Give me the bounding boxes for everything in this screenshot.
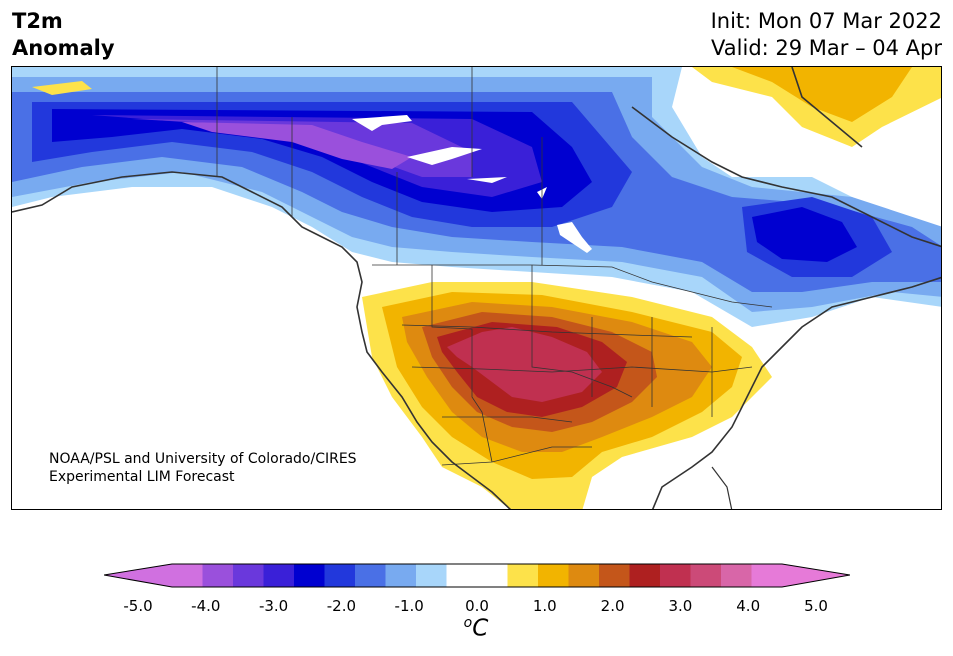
colorbar-outline <box>104 563 850 588</box>
colorbar-ticks: -5.0 -4.0 -3.0 -2.0 -1.0 0.0 1.0 2.0 3.0 4.0 5.0 <box>0 597 953 619</box>
colorbar-cell <box>202 564 234 587</box>
colorbar-cell <box>172 564 203 587</box>
credit-line-1: NOAA/PSL and University of Colorado/CIRE… <box>49 451 357 467</box>
colorbar-cell <box>599 564 630 587</box>
credit-text: NOAA/PSL and University of Colorado/CIRE… <box>49 450 357 486</box>
init-date: Init: Mon 07 Mar 2022 <box>710 9 942 33</box>
colorbar-over-arrow <box>782 564 850 587</box>
colorbar-cell <box>629 564 661 587</box>
colorbar-unit: oC <box>464 615 489 642</box>
map-title: T2m Anomaly <box>12 8 115 62</box>
colorbar-cell <box>538 564 569 587</box>
colorbar-cell <box>263 564 295 587</box>
anomaly-map <box>11 66 942 510</box>
credit-line-2: Experimental LIM Forecast <box>49 469 235 485</box>
colorbar-tick-label: -2.0 <box>326 597 357 615</box>
colorbar-tick-label: 2.0 <box>600 597 625 615</box>
colorbar-cell <box>721 564 752 587</box>
colorbar-cell <box>507 564 539 587</box>
colorbar-cell <box>294 564 325 587</box>
colorbar-cell <box>446 564 478 587</box>
colorbar-cell <box>477 564 508 587</box>
coastlines <box>12 67 941 509</box>
colorbar-cell <box>385 564 417 587</box>
colorbar-cell <box>660 564 691 587</box>
valid-range: Valid: 29 Mar – 04 Apr <box>711 36 942 60</box>
map-canvas <box>12 67 941 509</box>
colorbar-under-arrow <box>104 564 172 587</box>
unit-degree: o <box>463 615 473 631</box>
colorbar <box>104 563 850 588</box>
colorbar-tick-label: -1.0 <box>394 597 424 615</box>
colorbar-tick-label: 3.0 <box>668 597 693 615</box>
colorbar-cell <box>751 564 783 587</box>
colorbar-tick-label: 0.0 <box>465 597 489 615</box>
colorbar-cells <box>172 564 783 587</box>
colorbar-cell <box>355 564 386 587</box>
title-line-1: T2m <box>12 9 63 33</box>
warm-anomaly-region <box>362 282 772 509</box>
colorbar-cell <box>233 564 264 587</box>
colorbar-tick-label: -4.0 <box>191 597 221 615</box>
colorbar-tick-label: 5.0 <box>804 597 828 615</box>
unit-letter: C <box>472 615 489 642</box>
colorbar-cell <box>416 564 447 587</box>
colorbar-cell <box>690 564 722 587</box>
colorbar-cell <box>324 564 356 587</box>
borders <box>216 67 773 466</box>
title-line-2: Anomaly <box>12 36 115 60</box>
colorbar-tick-label: 1.0 <box>532 597 557 615</box>
colorbar-tick-label: 4.0 <box>736 597 761 615</box>
cold-anomaly-region <box>12 67 941 327</box>
forecast-dates: Init: Mon 07 Mar 2022 Valid: 29 Mar – 04… <box>711 8 942 62</box>
arctic-warm-region <box>32 67 941 147</box>
colorbar-tick-label: -3.0 <box>258 597 289 615</box>
colorbar-tick-label: -5.0 <box>123 597 153 615</box>
colorbar-cell <box>568 564 600 587</box>
